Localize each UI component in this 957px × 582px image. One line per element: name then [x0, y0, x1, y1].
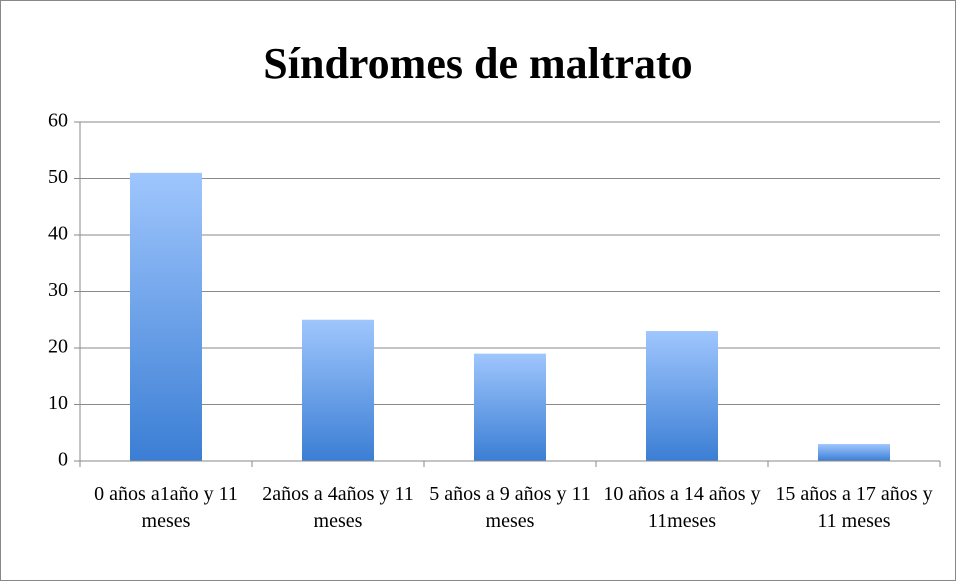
y-tick-label: 40 — [48, 223, 68, 245]
y-tick-label: 30 — [48, 279, 68, 301]
x-tick-label: 5 años a 9 años y 11 meses — [429, 483, 591, 532]
y-tick-label: 0 — [58, 449, 68, 471]
chart-title: Síndromes de maltrato — [263, 39, 692, 88]
y-tick-label: 10 — [48, 392, 68, 414]
y-tick-label: 20 — [48, 336, 68, 358]
y-tick-label: 60 — [48, 110, 68, 132]
bar — [302, 319, 374, 461]
x-tick-label: 10 años a 14 años y 11meses — [603, 483, 761, 532]
x-tick-label: 0 años a1año y 11 meses — [94, 483, 238, 532]
bar — [130, 172, 202, 461]
bar — [818, 444, 890, 461]
x-tick-label: 2años a 4años y 11 meses — [262, 483, 414, 532]
x-tick-label: 15 años a 17 años y 11 meses — [775, 483, 933, 532]
y-tick-label: 50 — [48, 166, 68, 188]
bar — [474, 353, 546, 461]
bar — [646, 331, 718, 461]
